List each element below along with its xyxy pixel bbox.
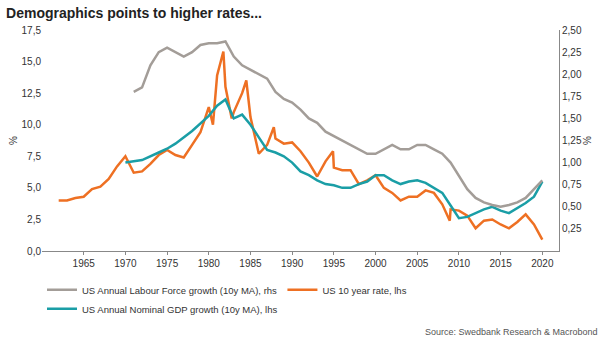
svg-text:1,50: 1,50 [562,113,582,124]
svg-text:1985: 1985 [239,258,262,269]
svg-text:2,00: 2,00 [562,69,582,80]
svg-text:15,0: 15,0 [22,56,42,67]
svg-text:0,25: 0,25 [562,223,582,234]
svg-text:%: % [8,136,19,145]
svg-text:1970: 1970 [114,258,137,269]
svg-text:0,0: 0,0 [27,246,41,257]
svg-text:US Annual Nominal GDP growth (: US Annual Nominal GDP growth (10y MA), l… [82,304,277,315]
svg-text:1995: 1995 [323,258,346,269]
svg-text:2,25: 2,25 [562,47,582,58]
svg-text:Source: Swedbank Research & Ma: Source: Swedbank Research & Macrobond [425,327,598,337]
svg-text:1965: 1965 [73,258,96,269]
svg-text:0,50: 0,50 [562,201,582,212]
svg-text:1980: 1980 [198,258,221,269]
svg-text:12,5: 12,5 [22,88,42,99]
svg-text:10,0: 10,0 [22,119,42,130]
svg-text:US Annual Labour Force growth: US Annual Labour Force growth (10y MA), … [82,285,277,296]
svg-text:1,00: 1,00 [562,157,582,168]
svg-text:2,5: 2,5 [27,214,41,225]
svg-text:2010: 2010 [448,258,471,269]
svg-text:5,0: 5,0 [27,182,41,193]
svg-text:2005: 2005 [406,258,429,269]
svg-text:2000: 2000 [364,258,387,269]
svg-text:Demographics points to higher: Demographics points to higher rates... [6,5,262,21]
svg-text:2,50: 2,50 [562,25,582,36]
svg-text:0,75: 0,75 [562,179,582,190]
svg-text:1,25: 1,25 [562,135,582,146]
svg-text:US 10 year rate, lhs: US 10 year rate, lhs [322,285,406,296]
svg-text:17,5: 17,5 [22,25,42,36]
svg-text:1990: 1990 [281,258,304,269]
svg-text:1975: 1975 [156,258,179,269]
svg-text:1,75: 1,75 [562,91,582,102]
svg-text:2015: 2015 [490,258,513,269]
svg-text:2020: 2020 [531,258,554,269]
svg-text:7,5: 7,5 [27,151,41,162]
svg-text:%: % [582,136,593,145]
